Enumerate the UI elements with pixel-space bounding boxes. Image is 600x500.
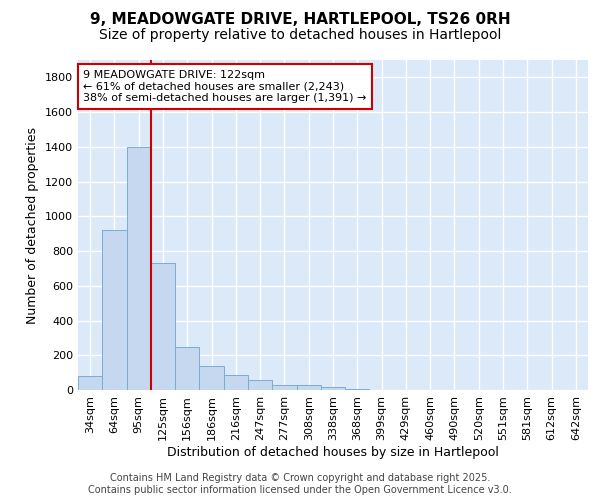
Text: 9 MEADOWGATE DRIVE: 122sqm
← 61% of detached houses are smaller (2,243)
38% of s: 9 MEADOWGATE DRIVE: 122sqm ← 61% of deta…	[83, 70, 367, 103]
Bar	[127, 147, 151, 390]
X-axis label: Distribution of detached houses by size in Hartlepool: Distribution of detached houses by size …	[167, 446, 499, 458]
Bar	[345, 389, 370, 390]
Bar	[199, 366, 224, 390]
Bar	[175, 348, 199, 390]
Text: Contains HM Land Registry data © Crown copyright and database right 2025.
Contai: Contains HM Land Registry data © Crown c…	[88, 474, 512, 495]
Y-axis label: Number of detached properties: Number of detached properties	[26, 126, 40, 324]
Bar	[272, 385, 296, 390]
Bar	[296, 385, 321, 390]
Bar	[224, 375, 248, 390]
Bar	[248, 380, 272, 390]
Bar	[102, 230, 127, 390]
Bar	[151, 263, 175, 390]
Bar	[78, 376, 102, 390]
Bar	[321, 387, 345, 390]
Text: Size of property relative to detached houses in Hartlepool: Size of property relative to detached ho…	[99, 28, 501, 42]
Text: 9, MEADOWGATE DRIVE, HARTLEPOOL, TS26 0RH: 9, MEADOWGATE DRIVE, HARTLEPOOL, TS26 0R…	[89, 12, 511, 28]
